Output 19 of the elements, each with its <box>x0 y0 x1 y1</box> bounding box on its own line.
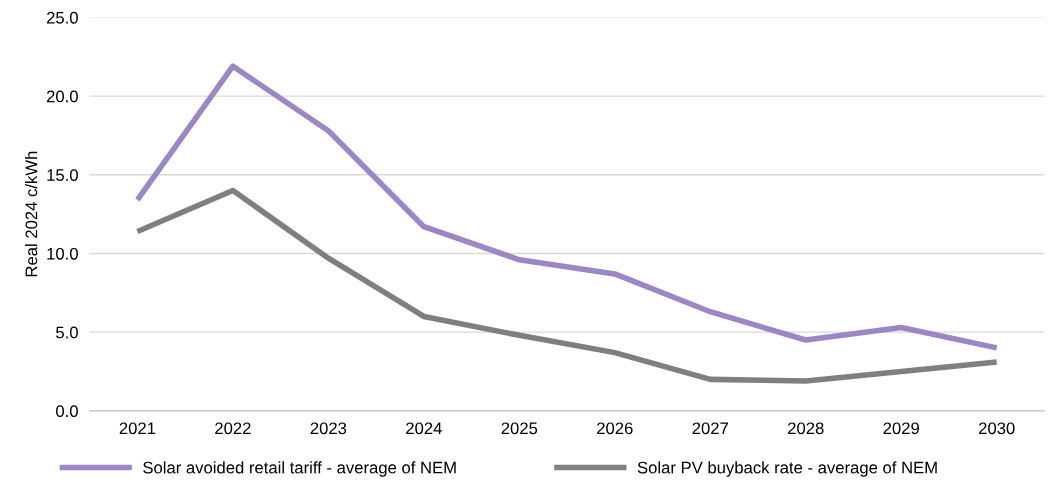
x-tick-label: 2022 <box>215 422 251 435</box>
y-tick-label: 10.0 <box>47 247 78 260</box>
x-tick-label: 2029 <box>883 422 919 435</box>
y-tick-label: 5.0 <box>56 326 78 339</box>
x-tick-label: 2024 <box>406 422 442 435</box>
y-axis-title: Real 2024 c/kWh <box>25 151 38 277</box>
y-tick-label: 25.0 <box>46 11 78 24</box>
x-tick-label: 2026 <box>597 422 633 435</box>
y-tick-label: 15.0 <box>47 169 78 181</box>
x-tick-label: 2021 <box>119 422 156 435</box>
legend-label: Solar PV buyback rate - average of NEM <box>637 461 937 477</box>
y-tick-label: 20.0 <box>46 90 78 103</box>
x-tick-label: 2023 <box>310 422 347 435</box>
x-tick-label: 2025 <box>501 422 538 435</box>
x-tick-label: 2027 <box>692 422 728 435</box>
x-tick-label: 2028 <box>788 422 824 435</box>
y-tick-label: 0.0 <box>56 405 78 418</box>
x-tick-label: 2030 <box>979 422 1015 435</box>
legend-label: Solar avoided retail tariff - average of NEM <box>143 461 456 477</box>
